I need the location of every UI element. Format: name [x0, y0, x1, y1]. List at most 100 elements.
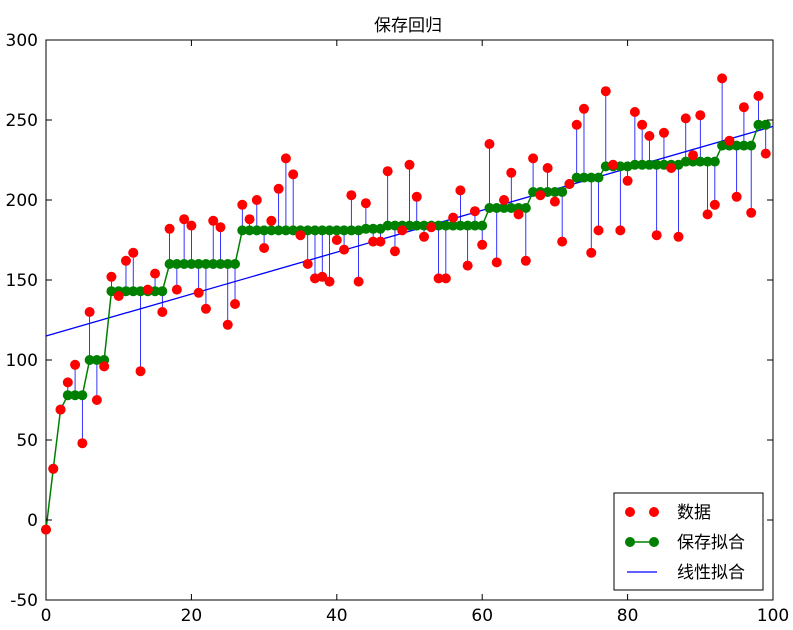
data-point-32 [273, 183, 284, 194]
x-tick-label-1: 20 [181, 606, 203, 626]
data-point-88 [680, 113, 691, 124]
data-point-35 [295, 230, 306, 241]
y-tick-label-6: 250 [6, 111, 38, 131]
data-point-70 [549, 196, 560, 207]
data-point-9 [106, 271, 117, 282]
data-point-14 [142, 284, 153, 295]
step-fit-point-21 [193, 259, 204, 269]
y-tick-label-1: 0 [27, 511, 38, 531]
y-tick-label-2: 50 [16, 431, 38, 451]
step-fit-point-60 [477, 220, 488, 231]
step-fit-point-59 [469, 220, 480, 231]
step-fit-point-7 [91, 355, 102, 365]
linear-fit-line [45, 125, 774, 337]
step-fit-point-23 [208, 259, 219, 269]
step-fit-point-63 [499, 203, 510, 213]
data-point-25 [222, 319, 233, 330]
data-point-20 [186, 220, 197, 231]
x-tick-label-0: 0 [41, 606, 52, 626]
data-point-27 [237, 199, 248, 210]
step-fit-point-9 [106, 286, 117, 297]
step-fit-point-27 [237, 225, 248, 236]
data-point-47 [382, 166, 393, 177]
data-point-89 [688, 150, 699, 161]
legend-marker-data-1 [625, 507, 635, 517]
step-fit-point-82 [637, 159, 648, 170]
step-fit-point-6 [84, 355, 95, 365]
data-point-79 [615, 225, 626, 236]
step-fit-point-71 [557, 187, 568, 197]
step-fit-point-47 [382, 220, 393, 231]
step-fit-point-40 [331, 225, 342, 236]
data-point-80 [622, 175, 633, 186]
data-point-53 [426, 222, 437, 233]
step-fit-point-83 [644, 159, 655, 170]
step-fit-point-90 [695, 156, 706, 167]
step-fit-point-76 [593, 172, 604, 183]
data-point-61 [484, 139, 495, 149]
data-point-86 [666, 163, 677, 173]
data-point-73 [571, 119, 582, 130]
step-fit-point-48 [389, 220, 400, 231]
step-fit-point-25 [222, 259, 233, 269]
legend-label-step-fit: 保存拟合 [677, 533, 745, 553]
step-fit-point-32 [273, 225, 284, 236]
step-fit-point-18 [171, 259, 182, 269]
data-point-23 [208, 215, 219, 226]
data-point-34 [288, 169, 299, 180]
legend-item-step-fit: 保存拟合 [625, 533, 745, 553]
data-point-92 [709, 199, 720, 210]
data-point-91 [702, 209, 713, 220]
data-point-46 [375, 236, 386, 247]
plot-area [41, 39, 774, 601]
step-fit-point-74 [578, 172, 589, 183]
data-point-95 [731, 191, 742, 202]
step-fit-point-92 [709, 156, 720, 167]
data-point-87 [673, 231, 684, 242]
data-point-6 [84, 307, 95, 317]
data-point-98 [753, 91, 764, 101]
data-point-40 [331, 235, 342, 245]
data-point-4 [70, 359, 81, 370]
data-point-1 [48, 463, 59, 474]
data-point-72 [564, 179, 575, 189]
data-point-33 [280, 153, 291, 164]
data-point-21 [193, 287, 204, 298]
step-fit-point-36 [302, 225, 313, 236]
data-point-56 [448, 212, 459, 223]
data-point-19 [179, 214, 190, 225]
step-fit-point-61 [484, 203, 495, 213]
step-fit-point-99 [760, 119, 771, 130]
data-point-57 [455, 185, 466, 196]
step-fit-point-66 [520, 203, 531, 213]
step-fit-point-51 [411, 220, 422, 231]
data-point-39 [324, 276, 335, 287]
step-fit-point-41 [339, 225, 350, 236]
legend-marker-data-2 [649, 507, 659, 517]
step-fit-point-58 [462, 220, 473, 231]
data-point-96 [738, 102, 749, 113]
legend-marker-step-fit-1 [625, 537, 635, 547]
legend-label-linear-fit: 线性拟合 [677, 563, 745, 583]
data-point-93 [717, 73, 728, 84]
data-point-7 [91, 395, 102, 405]
data-point-30 [259, 243, 270, 253]
x-tick-label-2: 40 [326, 606, 348, 626]
data-point-66 [520, 255, 531, 266]
data-point-84 [651, 230, 662, 241]
y-tick-label-5: 200 [6, 191, 38, 211]
step-fit-point-50 [404, 220, 415, 231]
step-fit-point-62 [491, 203, 502, 213]
step-fit-point-31 [266, 225, 277, 236]
data-point-48 [389, 246, 400, 257]
data-point-83 [644, 131, 655, 141]
data-point-58 [462, 260, 473, 271]
data-point-65 [513, 209, 524, 220]
step-fit-point-73 [571, 172, 582, 183]
plot-frame [45, 39, 774, 601]
data-point-22 [200, 303, 211, 314]
x-tick-label-4: 80 [617, 606, 639, 626]
data-point-45 [368, 236, 379, 247]
step-fit-point-16 [157, 286, 168, 297]
data-point-44 [360, 198, 371, 209]
